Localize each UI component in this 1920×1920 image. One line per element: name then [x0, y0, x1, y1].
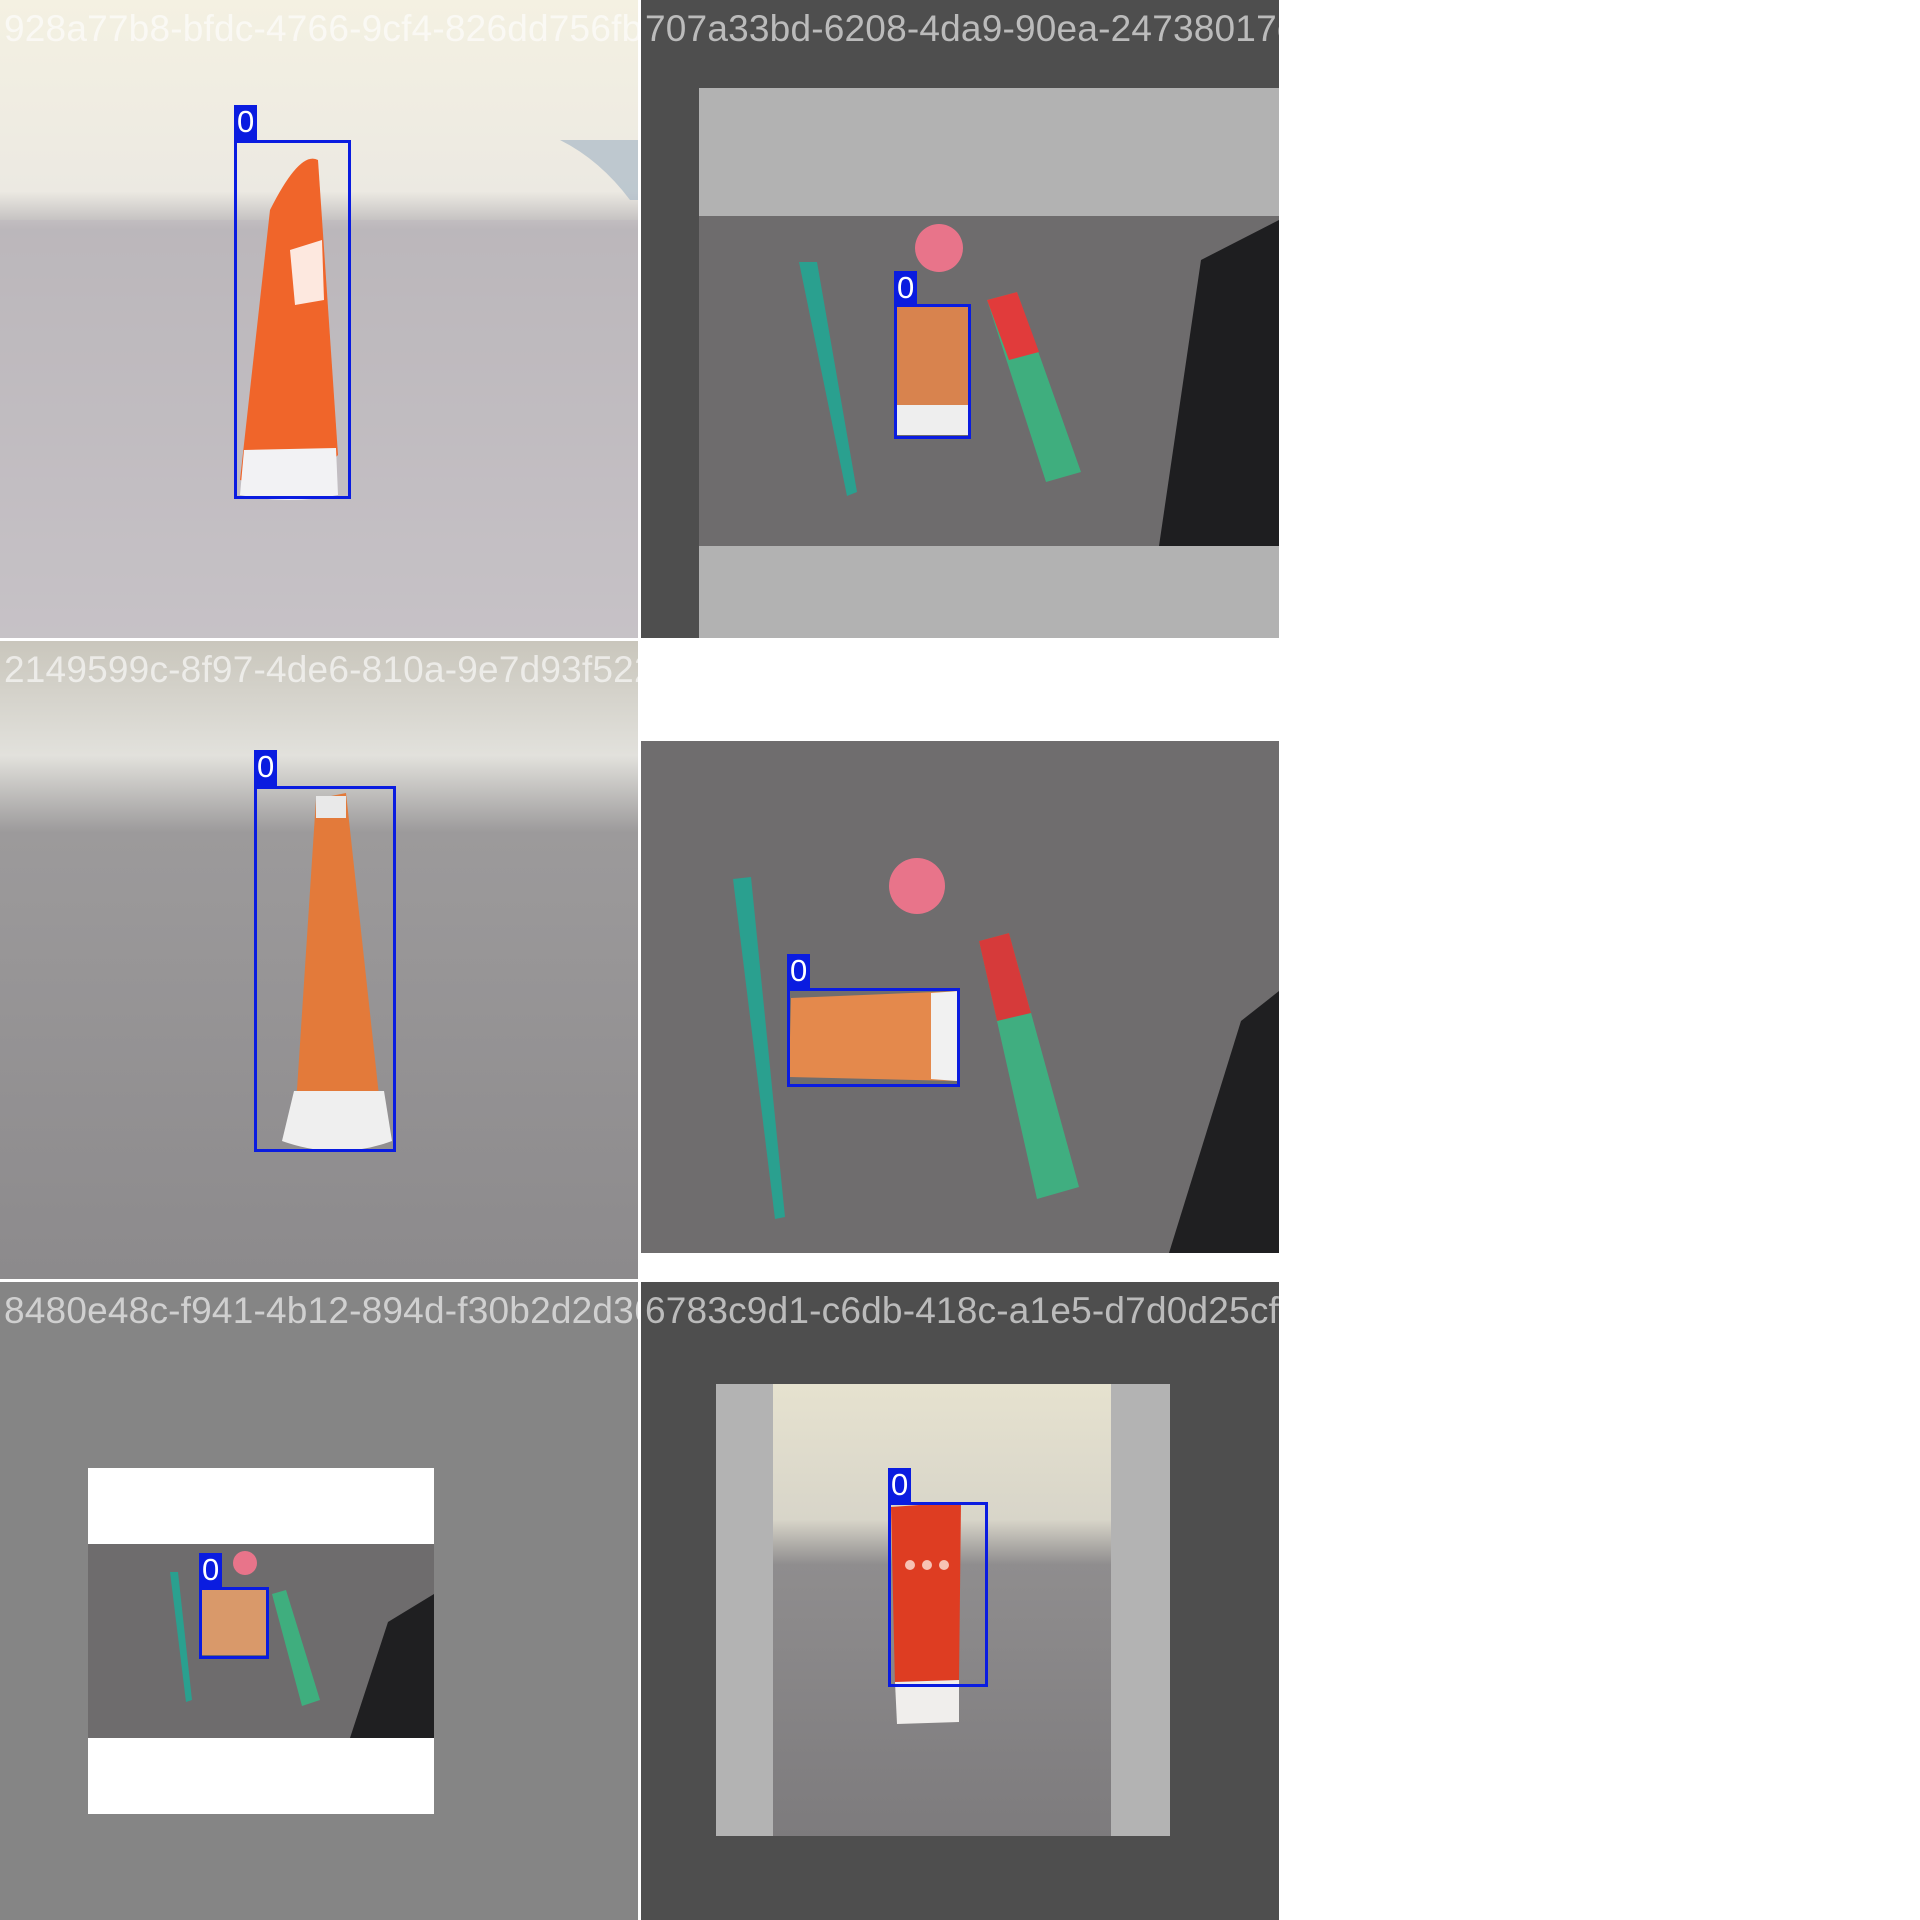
box-class-label: 0	[787, 954, 811, 990]
mosaic-tile-5: 8480e48c-f941-4b12-894d-f30b2d2d3683.jpg…	[0, 1282, 638, 1920]
bounding-box	[254, 786, 396, 1152]
photo-standing-tube-cap	[0, 641, 638, 1279]
photo-small-inset-topdown	[0, 1282, 638, 1920]
box-class-label: 0	[199, 1553, 223, 1589]
photo-topdown-letterboxed	[641, 0, 1279, 638]
box-class-label: 0	[254, 750, 278, 786]
mosaic-tile-3: 2149599c-8f97-4de6-810a-9e7d93f522f9.jpg…	[0, 641, 638, 1279]
box-class-label: 0	[234, 105, 258, 141]
mosaic-tile-1: 928a77b8-bfdc-4766-9cf4-826dd756fbdb.jpg…	[0, 0, 638, 638]
bounding-box	[787, 988, 960, 1087]
bounding-box	[234, 140, 351, 499]
bounding-box	[199, 1587, 269, 1659]
photo-standing-tube	[0, 0, 638, 638]
box-class-label: 0	[888, 1468, 912, 1504]
bounding-box	[894, 304, 971, 439]
mosaic-tile-2: 707a33bd-6208-4da9-90ea-24738017ef7f.jpg…	[641, 0, 1279, 638]
mosaic-tile-4: 0a302eb0-8700-4113-b193-06b438b322db.jpg…	[641, 641, 1279, 1279]
bounding-box	[888, 1502, 988, 1687]
photo-topdown-lying-tube	[641, 641, 1279, 1279]
box-class-label: 0	[894, 271, 918, 307]
photo-red-tube-pillarboxed	[641, 1282, 1279, 1920]
mosaic-tile-6: 6783c9d1-c6db-418c-a1e5-d7d0d25cf93b.jpg…	[641, 1282, 1279, 1920]
